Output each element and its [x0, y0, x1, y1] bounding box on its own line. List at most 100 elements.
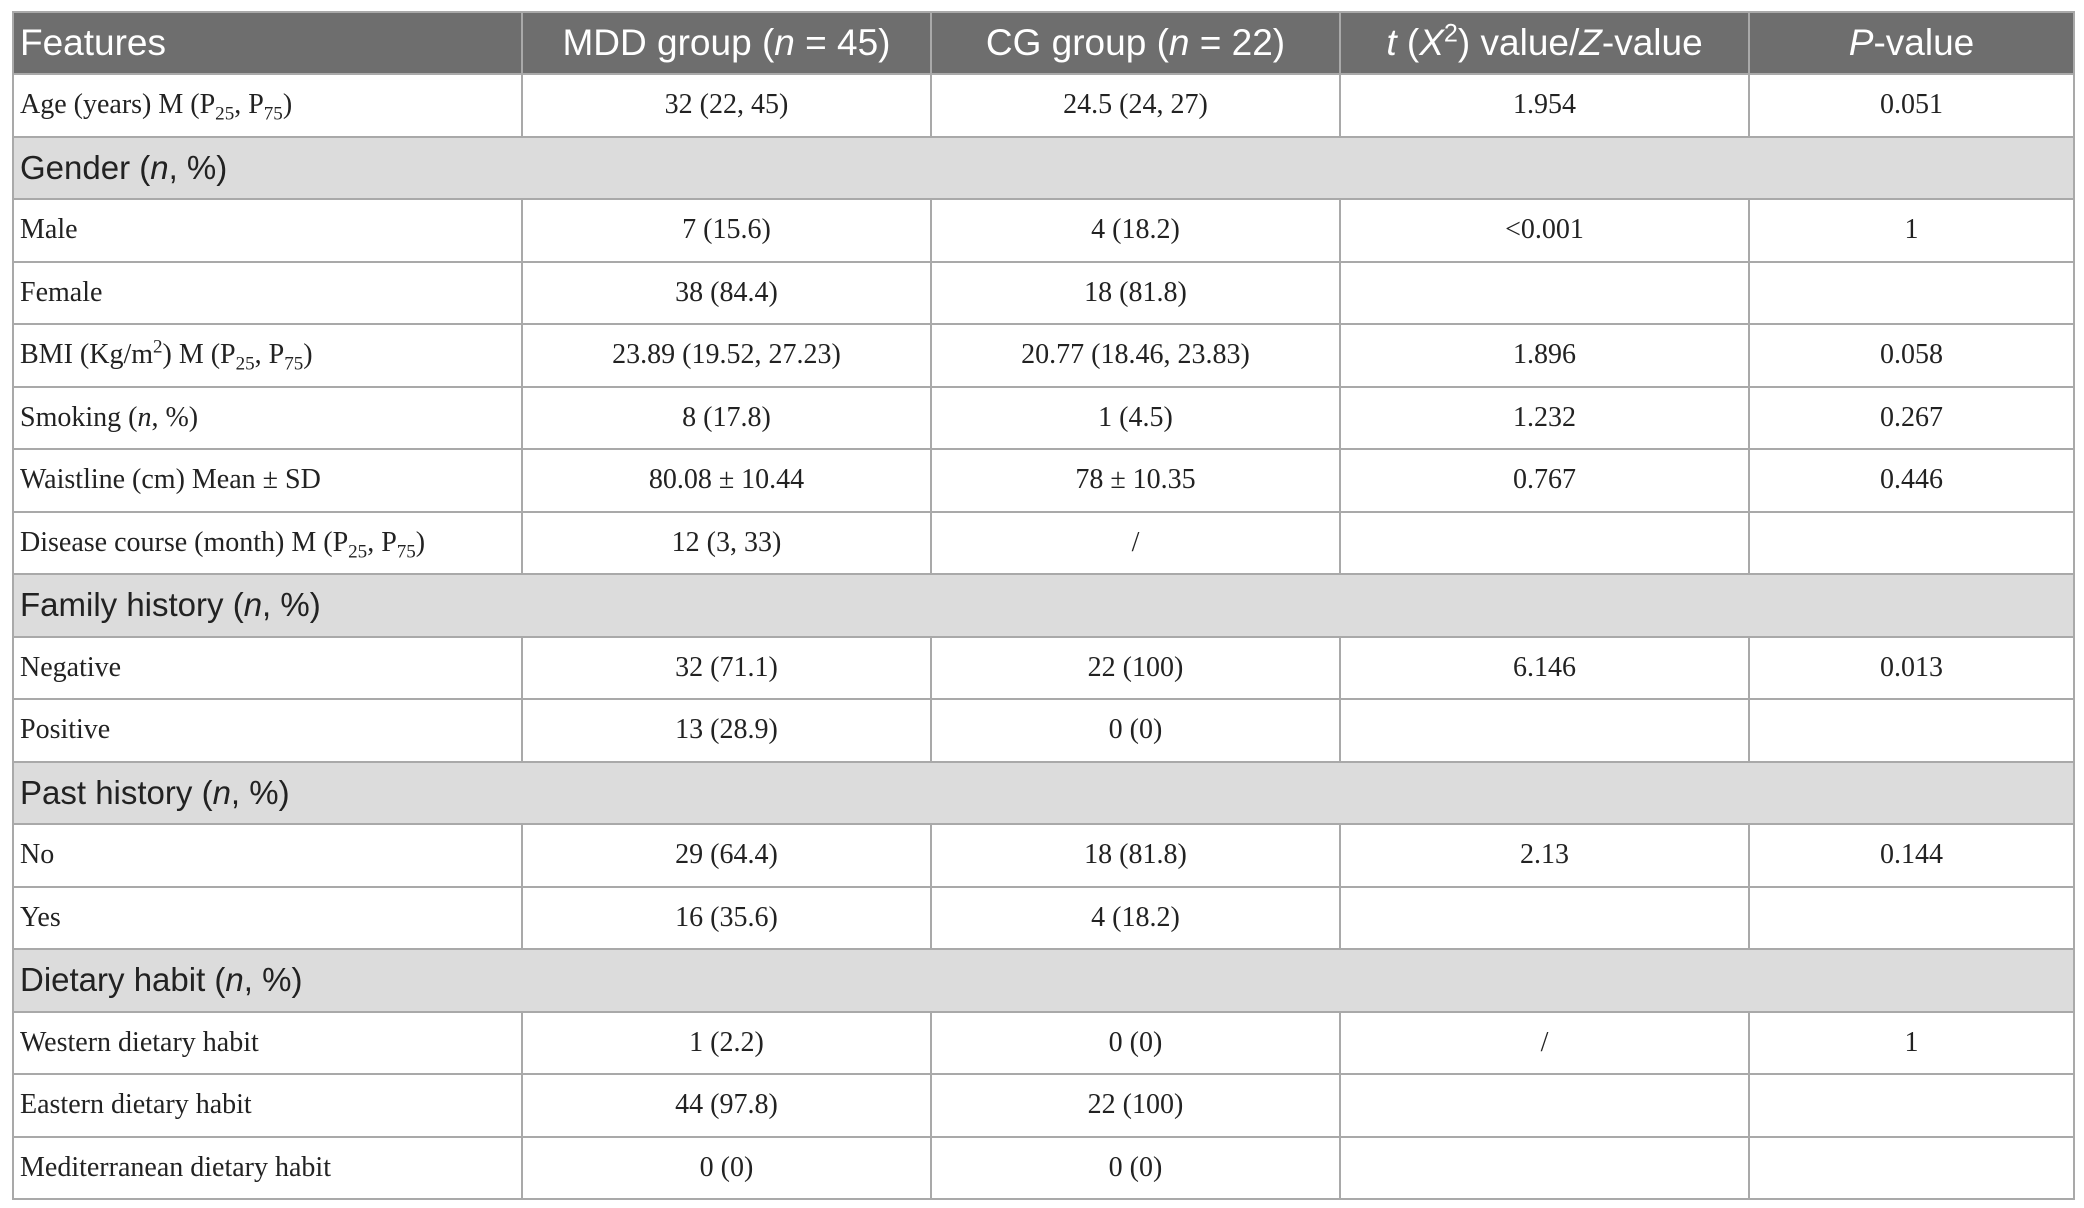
cell-stat: <0.001 [1339, 198, 1750, 263]
header-row: Features MDD group (n = 45) CG group (n … [12, 11, 2075, 75]
cell-p [1748, 1073, 2075, 1138]
row-label: Negative [12, 635, 523, 700]
row-label: Waistline (cm) Mean ± SD [12, 448, 523, 513]
row-label: Disease course (month) M (P25, P75) [12, 510, 523, 575]
table-row-female: Female 38 (84.4) 18 (81.8) [12, 260, 2075, 325]
cell-p [1748, 260, 2075, 325]
table-row-yes: Yes 16 (35.6) 4 (18.2) [12, 885, 2075, 950]
cell-stat [1339, 1073, 1750, 1138]
section-row-past-history: Past history (n, %) [12, 760, 2075, 825]
cell-stat: 1.896 [1339, 323, 1750, 388]
cell-cg: 24.5 (24, 27) [930, 73, 1341, 138]
table-row-disease-course: Disease course (month) M (P25, P75) 12 (… [12, 510, 2075, 575]
cell-cg: 22 (100) [930, 635, 1341, 700]
table-row-waistline: Waistline (cm) Mean ± SD 80.08 ± 10.44 7… [12, 448, 2075, 513]
section-label: Past history (n, %) [12, 760, 2075, 825]
cell-mdd: 13 (28.9) [521, 698, 932, 763]
cell-mdd: 32 (22, 45) [521, 73, 932, 138]
cell-stat [1339, 698, 1750, 763]
row-label: Smoking (n, %) [12, 385, 523, 450]
cell-cg: 1 (4.5) [930, 385, 1341, 450]
table-row-male: Male 7 (15.6) 4 (18.2) <0.001 1 [12, 198, 2075, 263]
cell-stat [1339, 260, 1750, 325]
section-row-dietary-habit: Dietary habit (n, %) [12, 948, 2075, 1013]
row-label: Eastern dietary habit [12, 1073, 523, 1138]
cell-stat: 2.13 [1339, 823, 1750, 888]
cell-stat: 6.146 [1339, 635, 1750, 700]
table-row-negative: Negative 32 (71.1) 22 (100) 6.146 0.013 [12, 635, 2075, 700]
cell-mdd: 38 (84.4) [521, 260, 932, 325]
cell-p [1748, 885, 2075, 950]
cell-p [1748, 698, 2075, 763]
table-row-eastern-diet: Eastern dietary habit 44 (97.8) 22 (100) [12, 1073, 2075, 1138]
table-row-no: No 29 (64.4) 18 (81.8) 2.13 0.144 [12, 823, 2075, 888]
cell-cg: 22 (100) [930, 1073, 1341, 1138]
cell-mdd: 12 (3, 33) [521, 510, 932, 575]
header-features: Features [12, 11, 523, 75]
cell-mdd: 8 (17.8) [521, 385, 932, 450]
section-label: Dietary habit (n, %) [12, 948, 2075, 1013]
table-row-bmi: BMI (Kg/m2) M (P25, P75) 23.89 (19.52, 2… [12, 323, 2075, 388]
row-label: No [12, 823, 523, 888]
row-label: Age (years) M (P25, P75) [12, 73, 523, 138]
cell-p: 0.058 [1748, 323, 2075, 388]
cell-stat: 1.232 [1339, 385, 1750, 450]
cell-stat [1339, 1135, 1750, 1200]
baseline-characteristics-table-wrapper: Features MDD group (n = 45) CG group (n … [12, 11, 2075, 1200]
section-label: Gender (n, %) [12, 135, 2075, 200]
row-label: Western dietary habit [12, 1010, 523, 1075]
cell-cg: 78 ± 10.35 [930, 448, 1341, 513]
table-row-western-diet: Western dietary habit 1 (2.2) 0 (0) / 1 [12, 1010, 2075, 1075]
table-row-smoking: Smoking (n, %) 8 (17.8) 1 (4.5) 1.232 0.… [12, 385, 2075, 450]
header-p-value: P-value [1748, 11, 2075, 75]
cell-p: 1 [1748, 1010, 2075, 1075]
cell-p: 1 [1748, 198, 2075, 263]
cell-p: 0.267 [1748, 385, 2075, 450]
cell-mdd: 32 (71.1) [521, 635, 932, 700]
cell-cg: 4 (18.2) [930, 198, 1341, 263]
section-row-gender: Gender (n, %) [12, 135, 2075, 200]
cell-mdd: 29 (64.4) [521, 823, 932, 888]
cell-stat: 1.954 [1339, 73, 1750, 138]
table-row-mediterranean-diet: Mediterranean dietary habit 0 (0) 0 (0) [12, 1135, 2075, 1200]
cell-mdd: 1 (2.2) [521, 1010, 932, 1075]
cell-stat: / [1339, 1010, 1750, 1075]
cell-stat: 0.767 [1339, 448, 1750, 513]
cell-mdd: 44 (97.8) [521, 1073, 932, 1138]
cell-cg: 4 (18.2) [930, 885, 1341, 950]
row-label: Yes [12, 885, 523, 950]
section-row-family-history: Family history (n, %) [12, 573, 2075, 638]
cell-mdd: 16 (35.6) [521, 885, 932, 950]
table-row-age: Age (years) M (P25, P75) 32 (22, 45) 24.… [12, 73, 2075, 138]
cell-p: 0.051 [1748, 73, 2075, 138]
cell-cg: 20.77 (18.46, 23.83) [930, 323, 1341, 388]
row-label: Mediterranean dietary habit [12, 1135, 523, 1200]
row-label: Female [12, 260, 523, 325]
cell-p: 0.446 [1748, 448, 2075, 513]
cell-p [1748, 1135, 2075, 1200]
row-label: Male [12, 198, 523, 263]
cell-stat [1339, 885, 1750, 950]
cell-cg: 18 (81.8) [930, 260, 1341, 325]
cell-cg: 0 (0) [930, 698, 1341, 763]
cell-cg: 0 (0) [930, 1135, 1341, 1200]
section-label: Family history (n, %) [12, 573, 2075, 638]
cell-p: 0.144 [1748, 823, 2075, 888]
cell-cg: 0 (0) [930, 1010, 1341, 1075]
table-body: Age (years) M (P25, P75) 32 (22, 45) 24.… [12, 73, 2075, 1200]
cell-cg: 18 (81.8) [930, 823, 1341, 888]
cell-stat [1339, 510, 1750, 575]
header-mdd-group: MDD group (n = 45) [521, 11, 932, 75]
row-label: BMI (Kg/m2) M (P25, P75) [12, 323, 523, 388]
baseline-characteristics-table: Features MDD group (n = 45) CG group (n … [12, 11, 2075, 1200]
cell-p [1748, 510, 2075, 575]
cell-p: 0.013 [1748, 635, 2075, 700]
cell-mdd: 0 (0) [521, 1135, 932, 1200]
cell-mdd: 80.08 ± 10.44 [521, 448, 932, 513]
table-header: Features MDD group (n = 45) CG group (n … [12, 11, 2075, 75]
cell-cg: / [930, 510, 1341, 575]
cell-mdd: 7 (15.6) [521, 198, 932, 263]
cell-mdd: 23.89 (19.52, 27.23) [521, 323, 932, 388]
table-row-positive: Positive 13 (28.9) 0 (0) [12, 698, 2075, 763]
header-test-statistic: t (X2) value/Z-value [1339, 11, 1750, 75]
